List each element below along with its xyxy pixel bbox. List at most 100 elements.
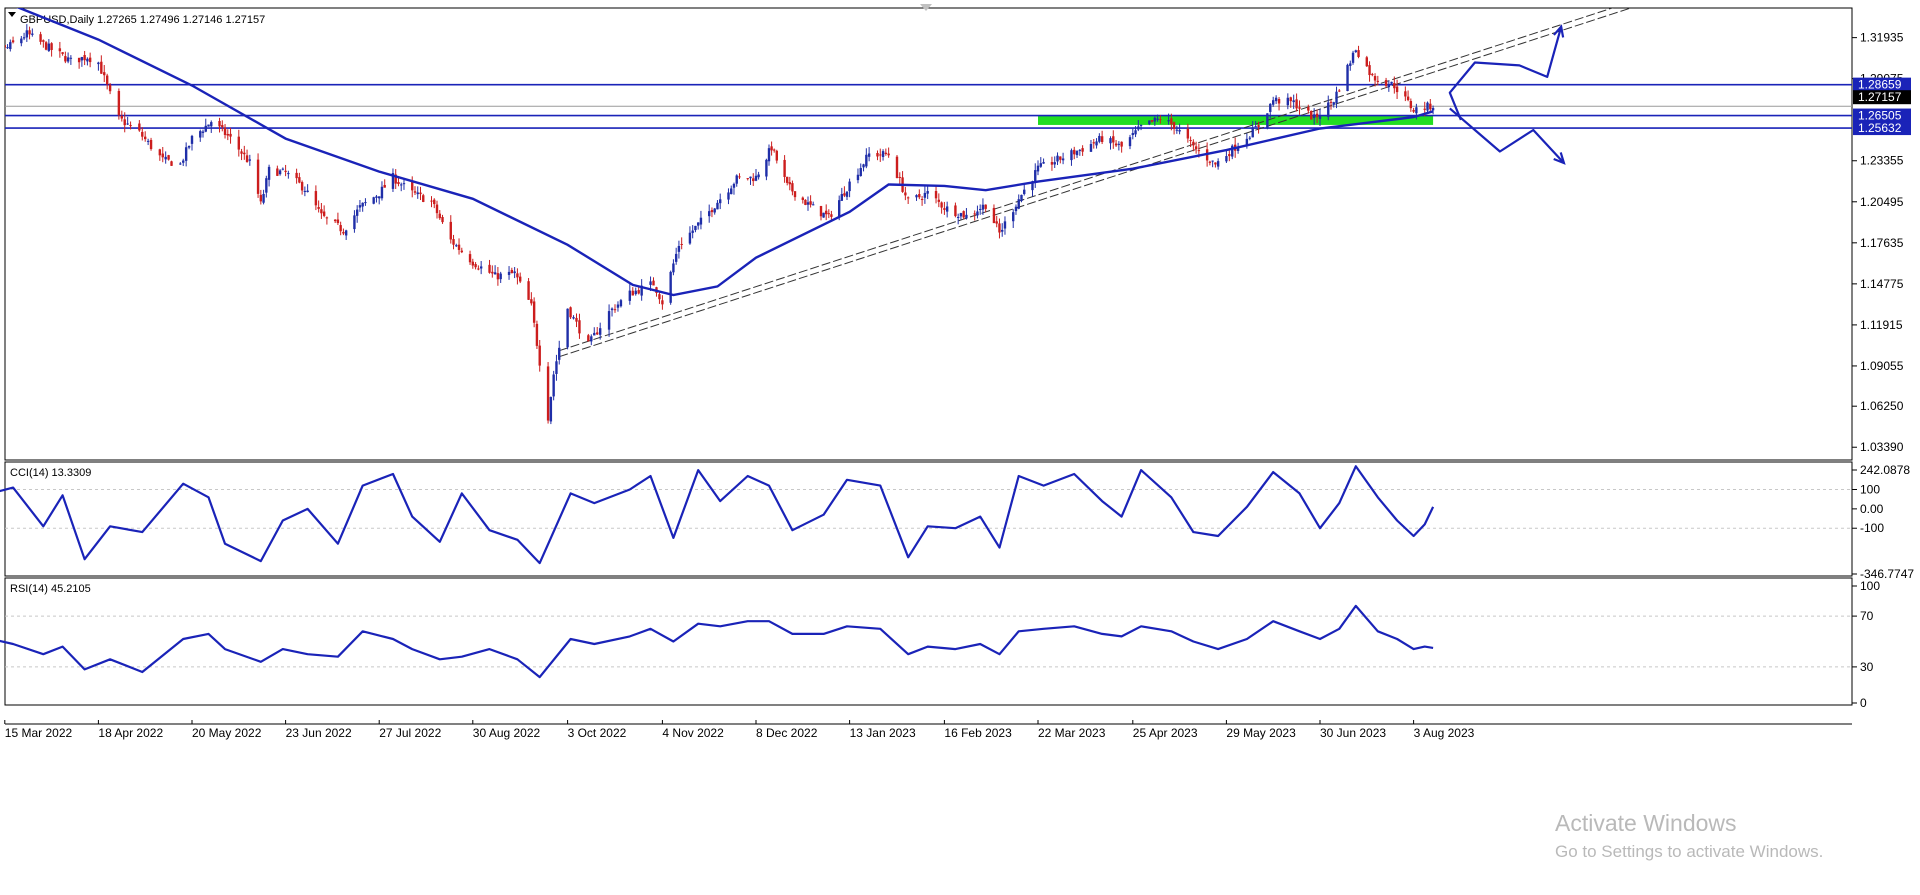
current-price-label-bg: [1853, 90, 1911, 105]
rsi-line: [0, 604, 1434, 679]
candle-body: [452, 239, 455, 245]
time-tick-label: 22 Mar 2023: [1038, 726, 1106, 740]
candle-body: [460, 250, 463, 253]
candle-body: [1216, 161, 1220, 167]
candle-body: [845, 191, 849, 197]
price-tick-label: 1.14775: [1860, 277, 1904, 291]
candle-body: [1376, 80, 1380, 82]
candle-body: [204, 125, 207, 132]
candle-body: [637, 290, 640, 294]
candle-body: [674, 253, 678, 262]
candle-body: [397, 182, 400, 184]
candle-body: [1312, 114, 1316, 119]
cci-panel-frame: [4, 461, 1853, 577]
candle-body: [199, 131, 202, 138]
candle-body: [378, 196, 381, 199]
candle-body: [1092, 142, 1095, 144]
candle-body: [757, 174, 760, 178]
candle-body: [767, 148, 771, 162]
candle-body: [1332, 102, 1335, 105]
price-level-label-bg: [1853, 108, 1911, 123]
price-tick-label: 1.31935: [1860, 31, 1904, 45]
candle-body: [677, 245, 681, 252]
candle-body: [336, 219, 340, 224]
candle-body: [245, 155, 249, 163]
candle-body: [44, 42, 48, 50]
candle-body: [6, 47, 9, 49]
candle-body: [375, 196, 378, 198]
candle-body: [699, 217, 703, 225]
candle-body: [1075, 151, 1079, 156]
candle-body: [39, 34, 42, 42]
candle-body: [1089, 144, 1093, 152]
candle-body: [161, 153, 164, 158]
candle-body: [867, 153, 871, 157]
candle-body: [1131, 133, 1134, 136]
candle-body: [1194, 146, 1198, 150]
candle-body: [940, 202, 943, 208]
candle-body: [355, 209, 359, 216]
candle-body: [765, 159, 768, 177]
candle-body: [237, 136, 240, 150]
candle-body: [284, 170, 287, 172]
candle-body: [1248, 137, 1251, 139]
candle-body: [806, 202, 810, 205]
candle-body: [593, 332, 596, 336]
candle-body: [146, 140, 150, 142]
candle-body: [1292, 100, 1295, 103]
candle-body: [1390, 81, 1393, 84]
candle-body: [1081, 148, 1084, 152]
rsi-title: RSI(14) 45.2105: [10, 583, 91, 595]
candle-body: [1335, 91, 1338, 104]
candle-body: [1150, 120, 1154, 122]
candle-body: [372, 197, 375, 204]
candle-body: [856, 174, 860, 181]
candle-body: [333, 219, 337, 222]
candle-body: [144, 136, 147, 140]
candle-body: [696, 222, 700, 226]
candle-body: [22, 37, 26, 39]
candle-body: [710, 210, 714, 213]
candle-body: [259, 194, 263, 202]
candle-body: [31, 33, 34, 35]
candle-body: [1228, 154, 1231, 157]
candle-body: [240, 151, 243, 154]
candle-body: [1236, 146, 1240, 151]
candle-body: [47, 43, 51, 51]
candle-body: [1225, 156, 1228, 162]
candle-body: [1114, 143, 1118, 146]
candle-body: [598, 328, 602, 335]
scroll-marker-icon: [920, 4, 932, 11]
candle-body: [438, 213, 441, 219]
indicator-tick-label: 100: [1860, 483, 1880, 497]
candle-body: [1307, 107, 1310, 111]
candle-body: [981, 204, 985, 210]
candle-body: [325, 217, 329, 219]
candle-body: [1329, 101, 1333, 103]
candle-body: [158, 149, 162, 156]
candle-body: [848, 181, 851, 192]
price-tick-label: 1.06250: [1860, 399, 1904, 413]
candle-body: [223, 127, 227, 135]
candle-body: [1139, 124, 1143, 126]
candle-body: [474, 264, 477, 268]
projection-up-arrow: [1448, 26, 1563, 121]
candle-body: [479, 266, 483, 269]
candle-body: [129, 125, 132, 127]
candle-body: [954, 205, 957, 217]
candle-body: [865, 154, 868, 167]
candle-body: [187, 145, 191, 148]
candle-body: [361, 202, 364, 207]
dropdown-triangle-icon: [8, 12, 16, 17]
indicator-tick-label: 30: [1860, 660, 1874, 674]
candle-body: [1100, 136, 1104, 142]
candle-body: [918, 194, 921, 198]
candle-body: [934, 191, 938, 199]
candle-body: [1031, 181, 1034, 191]
candle-body: [1254, 126, 1257, 128]
candle-body: [843, 193, 846, 196]
candle-body: [64, 56, 67, 62]
candle-body: [535, 323, 539, 346]
candle-body: [735, 175, 738, 184]
candle-body: [998, 223, 1001, 233]
